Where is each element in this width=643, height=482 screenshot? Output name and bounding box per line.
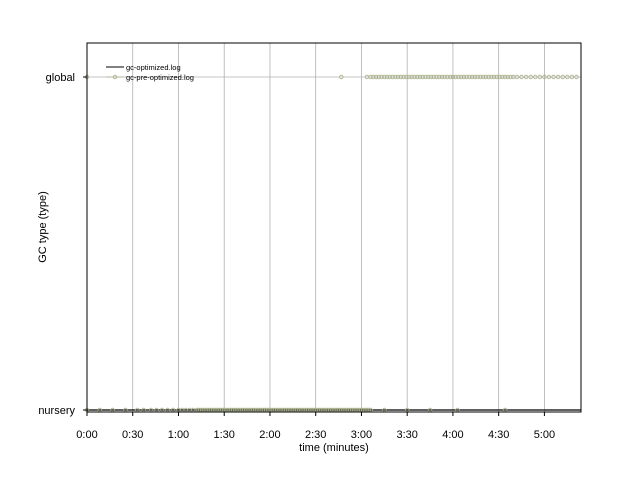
x-tick-label: 2:30 (305, 429, 326, 441)
data-point-gc-pre-optimized-log (395, 74, 401, 80)
x-tick-label: 3:00 (351, 429, 372, 441)
data-point-gc-pre-optimized-log (480, 74, 486, 80)
data-point-gc-pre-optimized-log (450, 74, 456, 80)
data-point-gc-pre-optimized-log (483, 74, 489, 80)
plot-area-frame (86, 42, 582, 413)
data-point-gc-pre-optimized-log (542, 74, 547, 80)
data-point-gc-pre-optimized-log (528, 74, 533, 80)
data-point-gc-pre-optimized-log (497, 74, 502, 80)
data-point-gc-pre-optimized-log (445, 74, 450, 80)
data-point-gc-pre-optimized-log (437, 74, 442, 80)
data-point-gc-pre-optimized-log (412, 74, 417, 80)
data-point-gc-pre-optimized-log (339, 74, 344, 80)
data-point-gc-pre-optimized-log (519, 74, 524, 80)
data-point-gc-pre-optimized-log (467, 74, 472, 80)
data-point-gc-pre-optimized-log (523, 74, 529, 80)
data-point-gc-pre-optimized-log (537, 74, 543, 80)
data-point-gc-pre-optimized-log (401, 74, 406, 80)
data-point-gc-pre-optimized-log (472, 74, 478, 80)
x-tick-label: 1:00 (168, 429, 189, 441)
data-point-gc-pre-optimized-log (393, 74, 398, 80)
data-point-gc-pre-optimized-log (431, 74, 436, 80)
data-point-gc-pre-optimized-log (565, 74, 570, 80)
data-point-gc-pre-optimized-log (415, 74, 420, 80)
data-point-gc-pre-optimized-log (569, 74, 575, 80)
data-point-gc-pre-optimized-log (447, 74, 453, 80)
data-point-gc-pre-optimized-log (551, 74, 556, 80)
x-tick-label: 0:30 (122, 429, 143, 441)
data-point-gc-pre-optimized-log (453, 74, 458, 80)
data-point-gc-pre-optimized-log (404, 74, 409, 80)
data-point-gc-pre-optimized-log (426, 74, 431, 80)
data-point-gc-pre-optimized-log (508, 74, 513, 80)
data-point-gc-pre-optimized-log (382, 74, 387, 80)
data-point-gc-pre-optimized-log (458, 74, 464, 80)
data-point-gc-pre-optimized-log (376, 74, 382, 80)
y-tick-label: nursery (38, 405, 75, 417)
data-point-gc-pre-optimized-log (500, 74, 505, 80)
data-point-gc-pre-optimized-log (469, 74, 475, 80)
data-point-gc-pre-optimized-log (384, 74, 390, 80)
data-point-gc-pre-optimized-log (505, 74, 511, 80)
x-tick-label: 1:30 (214, 429, 235, 441)
legend-label-gc-optimized: gc-optimized.log (126, 63, 181, 72)
legend: gc-optimized.log gc-pre-optimized.log (106, 63, 194, 82)
data-point-gc-pre-optimized-log (442, 74, 447, 80)
data-point-gc-pre-optimized-log (464, 74, 469, 80)
data-point-gc-pre-optimized-log (461, 74, 467, 80)
data-point-gc-pre-optimized-log (406, 74, 412, 80)
data-point-gc-pre-optimized-log (478, 74, 483, 80)
data-point-gc-pre-optimized-log (368, 74, 373, 80)
data-point-gc-pre-optimized-log (373, 74, 379, 80)
data-point-gc-pre-optimized-log (560, 74, 565, 80)
data-point-gc-pre-optimized-log (409, 74, 414, 80)
data-point-gc-pre-optimized-log (475, 74, 480, 80)
x-tick-label: 4:30 (488, 429, 509, 441)
axis-ticks: 0:00 0:30 1:00 1:30 2:00 2:30 3:00 3:30 4:00 4:30… (38, 72, 555, 441)
data-point-gc-pre-optimized-log (574, 74, 579, 80)
data-point-gc-pre-optimized-log (420, 74, 425, 80)
data-point-gc-pre-optimized-log (423, 74, 428, 80)
data-point-gc-pre-optimized-log (546, 74, 552, 80)
x-tick-label: 0:00 (76, 429, 97, 441)
data-point-gc-pre-optimized-log (502, 74, 508, 80)
x-tick-label: 5:00 (534, 429, 555, 441)
data-point-gc-pre-optimized-log (417, 74, 423, 80)
data-point-gc-pre-optimized-log (555, 74, 561, 80)
legend-marker-gc-pre-optimized (112, 74, 118, 80)
x-tick-label: 3:30 (396, 429, 417, 441)
data-point-gc-pre-optimized-log (387, 74, 393, 80)
data-point-gc-pre-optimized-log (456, 74, 461, 80)
data-point-gc-pre-optimized-log (428, 74, 434, 80)
data-point-gc-pre-optimized-log (486, 74, 491, 80)
x-axis-label: time (minutes) (299, 442, 369, 454)
y-axis-label: GC type (type) (37, 191, 49, 263)
y-tick-label: global (46, 72, 75, 84)
x-tick-label: 2:00 (259, 429, 280, 441)
data-point-gc-pre-optimized-log (533, 74, 538, 80)
data-point-gc-pre-optimized-log (489, 74, 494, 80)
data-point-gc-pre-optimized-log (371, 74, 376, 80)
data-point-gc-pre-optimized-log (398, 74, 403, 80)
data-point-gc-pre-optimized-log (379, 74, 384, 80)
data-point-gc-pre-optimized-log (514, 74, 520, 80)
data-point-gc-pre-optimized-log (439, 74, 445, 80)
data-marks (84, 74, 581, 413)
data-point-gc-pre-optimized-log (494, 74, 500, 80)
data-point-gc-pre-optimized-log (434, 74, 439, 80)
data-point-gc-pre-optimized-log (390, 74, 395, 80)
data-point-gc-pre-optimized-log (491, 74, 497, 80)
x-tick-label: 4:00 (442, 429, 463, 441)
legend-label-gc-pre-optimized: gc-pre-optimized.log (126, 73, 194, 82)
